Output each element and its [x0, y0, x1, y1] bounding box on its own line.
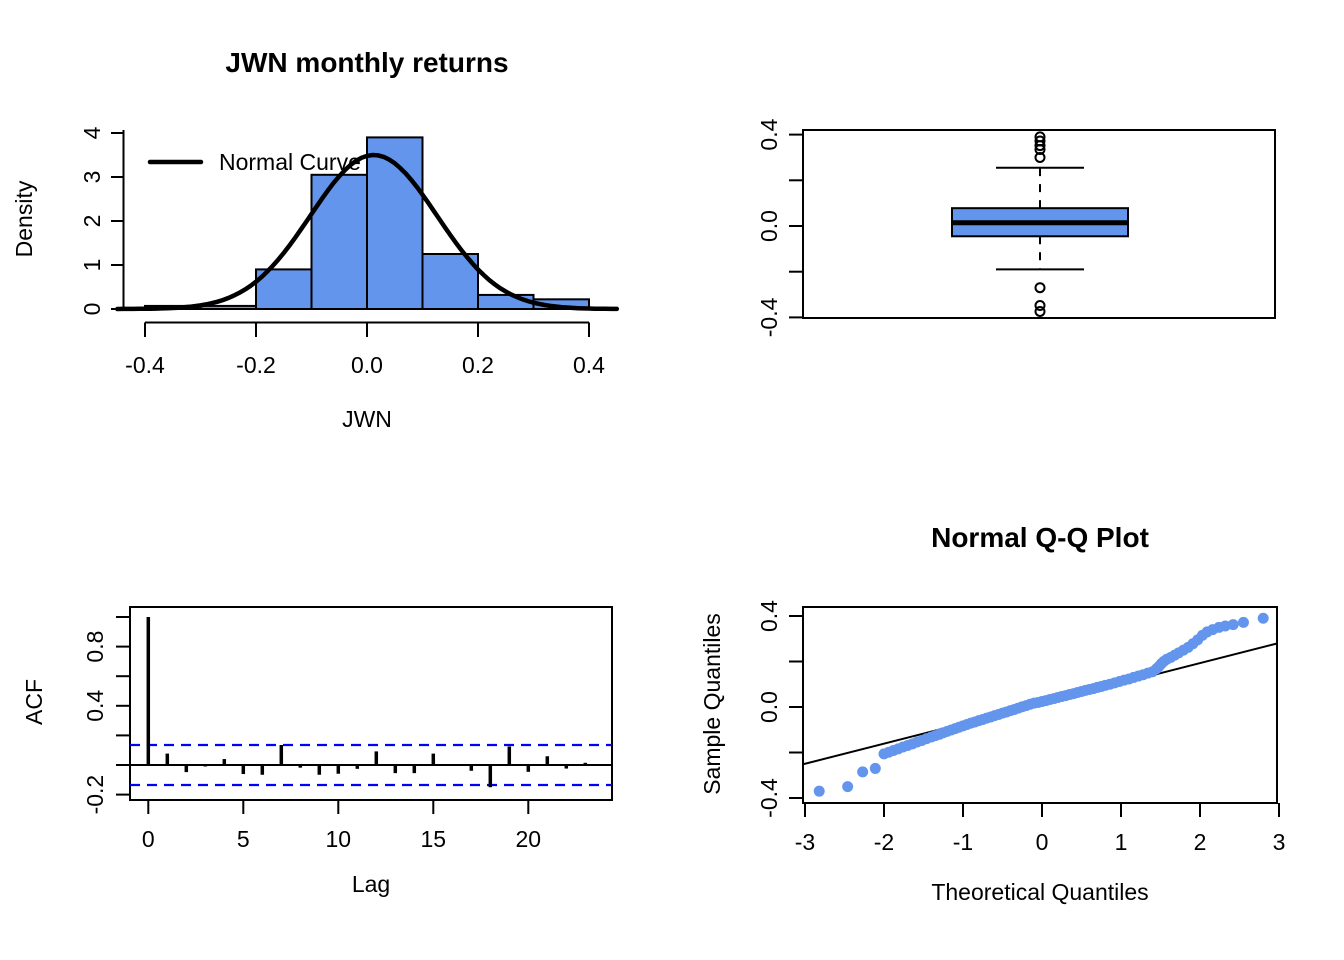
qq-xlabel: Theoretical Quantiles — [931, 879, 1149, 905]
hist-bar — [199, 304, 257, 311]
hist-x-tick-label: -0.2 — [236, 352, 276, 378]
hist-x-tick-label: -0.4 — [125, 352, 165, 378]
hist-y-tick-label: 0 — [79, 303, 105, 316]
hist-y-tick-label: 3 — [79, 171, 105, 184]
hist-y-tick-label: 1 — [79, 259, 105, 272]
hist-y-tick-label: 2 — [79, 215, 105, 228]
histogram-ylabel: Density — [11, 180, 37, 258]
qq-x-tick-label: -1 — [953, 829, 973, 855]
hist-bar — [310, 173, 368, 310]
box-y-tick-label: 0.4 — [756, 118, 782, 150]
qq-ylabel: Sample Quantiles — [699, 613, 725, 795]
qq-x-tick-label: 2 — [1194, 829, 1207, 855]
acf-x-tick-label: 0 — [142, 826, 155, 852]
acf-xlabel: Lag — [351, 871, 391, 897]
box-y-tick-label: 0.0 — [756, 210, 782, 242]
qq-point — [813, 785, 825, 797]
hist-x-tick-label: 0.0 — [351, 352, 383, 378]
hist-bar — [421, 253, 479, 310]
boxplot-frame — [802, 129, 1276, 319]
outlier-point — [1034, 151, 1046, 163]
outlier-point — [1034, 300, 1046, 312]
qq-panel: -3 -2 -1 0 1 2 3 -0.4 0.0 0.4 — [756, 600, 1285, 855]
qq-point — [857, 766, 869, 778]
hist-y-tick-label: 4 — [79, 126, 105, 139]
normal-curve-line — [115, 152, 620, 312]
outlier-point — [1034, 305, 1046, 317]
hist-x-tick-label: 0.4 — [573, 352, 605, 378]
acf-ylabel: ACF — [21, 679, 47, 725]
outlier-point — [1034, 143, 1046, 155]
qq-point — [1237, 616, 1249, 628]
qq-x-tick-label: -3 — [795, 829, 815, 855]
histogram-xlabel: JWN — [342, 406, 392, 432]
qq-point — [842, 781, 854, 793]
histogram-panel: 0 1 2 3 4 -0.4 -0.2 0.0 0.2 0.4 — [79, 126, 620, 378]
qq-x-tick-label: 1 — [1115, 829, 1128, 855]
qq-point — [1227, 619, 1239, 631]
outlier-point — [1034, 140, 1046, 152]
acf-x-tick-label: 20 — [516, 826, 542, 852]
qq-x-tick-label: 0 — [1036, 829, 1049, 855]
acf-y-tick-label: -0.2 — [82, 775, 108, 815]
legend-label: Normal Curve — [219, 149, 361, 175]
qq-y-tick-label: 0.4 — [756, 600, 782, 632]
acf-y-tick-label: 0.8 — [82, 631, 108, 663]
outlier-point — [1034, 282, 1046, 294]
boxplot-panel: -0.4 0.0 0.4 — [756, 118, 1276, 337]
box-y-tick-label: -0.4 — [756, 297, 782, 337]
acf-panel: 0 5 10 15 20 -0.2 0.4 0.8 — [82, 606, 613, 852]
acf-x-tick-label: 10 — [326, 826, 352, 852]
qq-frame — [802, 606, 1278, 804]
acf-x-tick-label: 15 — [421, 826, 447, 852]
histogram-title: JWN monthly returns — [225, 47, 509, 78]
acf-x-tick-label: 5 — [237, 826, 250, 852]
qq-x-tick-label: -2 — [874, 829, 894, 855]
hist-x-tick-label: 0.2 — [462, 352, 494, 378]
qq-x-tick-label: 3 — [1273, 829, 1286, 855]
qq-point — [869, 762, 881, 774]
acf-y-tick-label: 0.4 — [82, 690, 108, 722]
qq-title: Normal Q-Q Plot — [931, 522, 1149, 553]
qq-point — [1257, 612, 1269, 624]
qq-y-tick-label: -0.4 — [756, 778, 782, 818]
acf-frame — [129, 606, 613, 801]
qq-y-tick-label: 0.0 — [756, 691, 782, 723]
